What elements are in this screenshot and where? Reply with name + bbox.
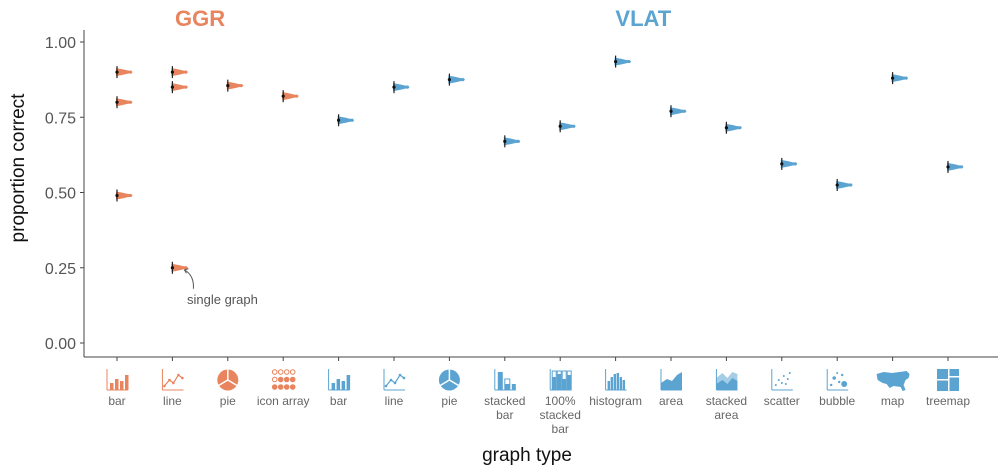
data-point (891, 72, 909, 85)
data-point (170, 261, 188, 274)
scatter-icon (771, 369, 793, 391)
line-chart-icon (161, 369, 184, 391)
treemap-icon (937, 369, 959, 391)
group-title-vlat: VLAT (615, 6, 671, 31)
x-category-label: icon array (257, 394, 310, 408)
x-category-label: stacked (706, 394, 747, 408)
data-point (724, 121, 742, 134)
x-category-label: line (163, 394, 182, 408)
histogram-icon (605, 369, 627, 391)
x-category-label: stacked (540, 408, 581, 422)
data-point (835, 178, 853, 191)
data-point (170, 81, 188, 94)
data-point (946, 160, 964, 173)
x-category-label: histogram (589, 394, 642, 408)
bar-chart-icon (106, 369, 129, 391)
area-chart-icon (660, 369, 682, 391)
x-category-label: scatter (764, 394, 800, 408)
bar-chart-icon (328, 369, 351, 391)
x-category-label: map (881, 394, 905, 408)
data-point (337, 114, 355, 127)
data-point (392, 81, 410, 94)
percent-stacked-bar-icon (549, 369, 572, 391)
data-point (170, 66, 188, 79)
annotation-text: single graph (187, 292, 258, 307)
x-category-label: bubble (819, 394, 855, 408)
axes: 0.00 0.25 0.50 0.75 1.00 proportion correct gr… (8, 30, 998, 466)
y-tick-label: 1.00 (45, 35, 76, 52)
x-category-label: treemap (926, 394, 970, 408)
y-tick-label: 0.25 (45, 261, 76, 278)
annotation-arrow (184, 269, 194, 289)
x-axis-title: graph type (482, 445, 572, 466)
annotation: single graph (183, 268, 258, 307)
x-category-label: area (714, 408, 738, 422)
data-point (281, 90, 299, 103)
annotation-arrowhead (183, 268, 189, 274)
x-category-label: area (659, 394, 683, 408)
y-axis-title: proportion correct (8, 93, 29, 243)
data-point (780, 157, 798, 170)
data-point (669, 105, 687, 118)
x-category-label: 100% (545, 394, 576, 408)
pie-chart-icon (438, 369, 460, 391)
data-point (447, 73, 465, 86)
y-tick-label: 0.00 (45, 336, 76, 353)
bubble-icon (826, 369, 849, 391)
stacked-bar-icon (494, 369, 516, 391)
x-category-label: bar (330, 394, 347, 408)
data-point (558, 120, 576, 133)
data-point (115, 96, 133, 109)
line-chart-icon (383, 369, 406, 391)
data-points (115, 55, 964, 274)
data-point (503, 135, 521, 148)
data-point (115, 66, 133, 79)
y-tick-label: 0.75 (45, 110, 76, 127)
x-category-label: bar (108, 394, 125, 408)
group-title-ggr: GGR (175, 6, 225, 31)
data-point (115, 189, 133, 202)
stacked-area-icon (715, 369, 738, 391)
map-icon (876, 371, 910, 391)
x-category-label: bar (552, 422, 569, 436)
data-point (226, 79, 244, 92)
x-category-label: stacked (484, 394, 525, 408)
y-tick-label: 0.50 (45, 186, 76, 203)
group-titles: GGR VLAT (175, 6, 672, 31)
x-category-label: bar (496, 408, 513, 422)
data-point (614, 55, 632, 68)
x-category-label: pie (220, 394, 236, 408)
category-icons: bar line pie icon array bar line pie stackedbar… (106, 369, 970, 436)
x-category-label: pie (441, 394, 457, 408)
x-category-label: line (385, 394, 404, 408)
pie-chart-icon (217, 369, 239, 391)
icon-array-icon (271, 369, 296, 390)
